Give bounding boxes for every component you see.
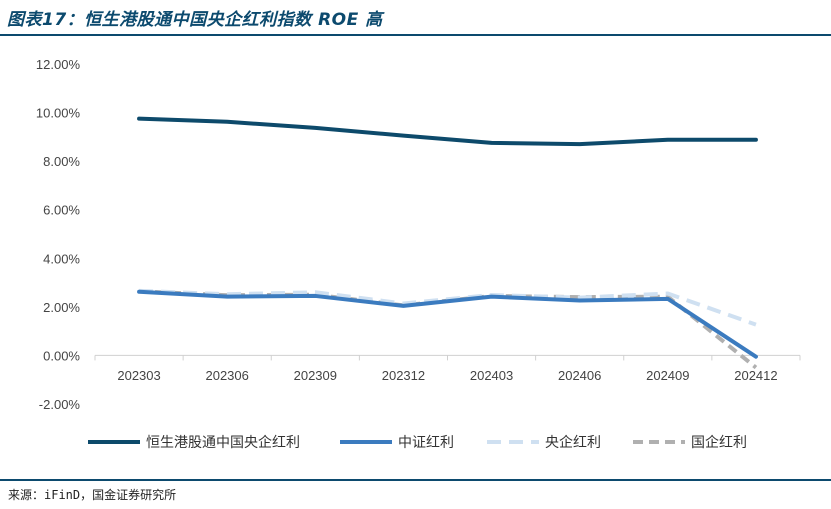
y-tick-label: 6.00% [43,203,80,218]
x-tick-label: 202312 [382,368,425,383]
series-line-3 [138,288,757,327]
legend-label-3: 央企红利 [545,434,601,451]
source-note: 来源：iFinD，国金证券研究所 [8,488,177,502]
x-tick-label: 202412 [734,368,777,383]
x-tick-label: 202306 [205,368,248,383]
footer-rule [0,479,831,481]
x-axis-ticks: 202303 202306 202309 202312 202403 202406 2024… [94,355,801,383]
legend-label-4: 国企红利 [691,434,747,451]
x-tick-label: 202303 [117,368,160,383]
y-tick-label: 8.00% [43,154,80,169]
y-tick-label: -2.00% [39,397,81,412]
y-axis-ticks: 12.00% 10.00% 8.00% 6.00% 4.00% 2.00% 0.00% -2.… [36,57,81,412]
x-tick-label: 202403 [470,368,513,383]
series-line-1 [137,116,758,147]
series-lines [137,116,758,370]
title-rule [0,34,831,36]
y-tick-label: 2.00% [43,300,80,315]
chart-title: 图表17：恒生港股通中国央企红利指数 ROE 高 [7,10,383,30]
y-tick-label: 12.00% [36,57,81,72]
x-tick-label: 202406 [558,368,601,383]
series-line-2 [137,289,758,359]
x-tick-label: 202409 [646,368,689,383]
legend: 恒生港股通中国央企红利 中证红利 央企红利 国企红利 [88,434,747,451]
y-tick-label: 10.00% [36,106,81,121]
x-tick-label: 202309 [294,368,337,383]
legend-label-1: 恒生港股通中国央企红利 [146,434,300,451]
legend-label-2: 中证红利 [398,435,454,451]
y-tick-label: 4.00% [43,251,80,266]
y-tick-label: 0.00% [43,348,80,363]
